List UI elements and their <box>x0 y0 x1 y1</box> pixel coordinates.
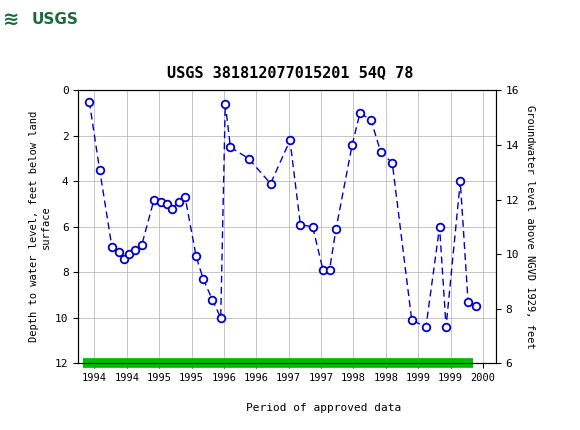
Text: ≋: ≋ <box>3 10 19 29</box>
Text: USGS: USGS <box>32 12 79 27</box>
FancyBboxPatch shape <box>1 2 77 39</box>
Y-axis label: Groundwater level above NGVD 1929, feet: Groundwater level above NGVD 1929, feet <box>525 105 535 349</box>
Y-axis label: Depth to water level, feet below land
surface: Depth to water level, feet below land su… <box>30 111 51 342</box>
Text: Period of approved data: Period of approved data <box>246 402 402 413</box>
Text: USGS 381812077015201 54Q 78: USGS 381812077015201 54Q 78 <box>167 64 413 80</box>
